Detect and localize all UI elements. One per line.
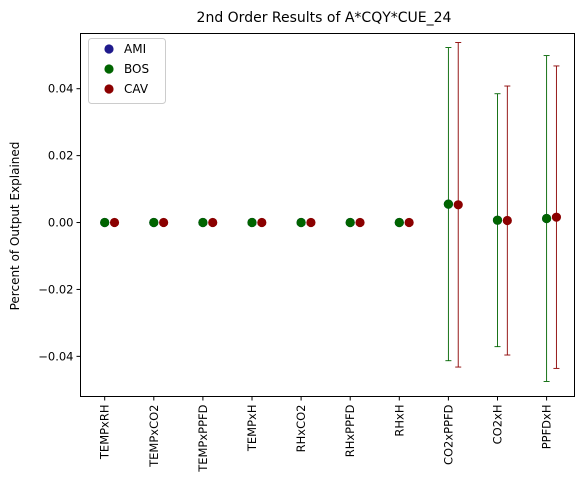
y-tick-label: 0.00 bbox=[48, 216, 74, 230]
x-tick-label: TEMPxPPFD bbox=[196, 404, 210, 472]
data-point-cav bbox=[208, 217, 218, 228]
x-tick-label: PPFDxH bbox=[540, 405, 554, 450]
data-point-cav bbox=[355, 217, 365, 228]
x-tick-label: RHxCO2 bbox=[294, 405, 308, 453]
data-point-bos bbox=[443, 199, 453, 209]
data-point-cav bbox=[306, 217, 316, 228]
y-axis-label: Percent of Output Explained bbox=[8, 142, 22, 311]
data-point-bos bbox=[198, 217, 208, 228]
x-tick-label: CO2xH bbox=[491, 405, 505, 445]
x-axis: TEMPxRH TEMPxCO2 TEMPxPPFD TEMPxH RHxCO2 RHxP… bbox=[98, 396, 554, 473]
plot-frame bbox=[80, 33, 575, 397]
data-point-cav bbox=[453, 200, 463, 210]
x-tick-label: TEMPxH bbox=[245, 405, 259, 453]
x-tick-label: CO2xPPFD bbox=[441, 404, 455, 465]
y-tick-label: −0.04 bbox=[38, 349, 73, 363]
data-point-cav bbox=[404, 217, 414, 228]
data-point-cav bbox=[257, 217, 267, 228]
y-axis: −0.04 −0.02 0.00 0.02 0.04 bbox=[38, 82, 81, 363]
data-point-bos bbox=[542, 213, 552, 224]
legend: AMI BOS CAV bbox=[88, 38, 166, 104]
chart-title: 2nd Order Results of A*CQY*CUE_24 bbox=[197, 10, 452, 26]
y-tick-label: −0.02 bbox=[38, 282, 73, 296]
legend-marker bbox=[104, 64, 114, 74]
legend-marker bbox=[104, 84, 114, 94]
data-point-cav bbox=[159, 217, 169, 228]
data-point-bos bbox=[149, 217, 159, 228]
legend-label: AMI bbox=[124, 42, 146, 56]
x-tick-label: RHxPPFD bbox=[343, 404, 357, 457]
data-point-cav bbox=[551, 212, 562, 222]
y-tick-label: 0.02 bbox=[48, 149, 74, 163]
data-point-bos bbox=[345, 217, 355, 228]
legend-label: BOS bbox=[124, 62, 149, 76]
legend-label: CAV bbox=[124, 82, 149, 96]
data-point-cav bbox=[109, 217, 120, 228]
data-point-bos bbox=[296, 217, 306, 228]
data-point-bos bbox=[247, 217, 257, 228]
x-tick-label: TEMPxCO2 bbox=[147, 405, 161, 468]
data-point-cav bbox=[502, 215, 512, 226]
error-bars bbox=[445, 42, 560, 382]
data-point-bos bbox=[100, 217, 110, 228]
data-point-bos bbox=[394, 217, 404, 228]
y-tick-label: 0.04 bbox=[48, 82, 74, 96]
x-tick-label: RHxH bbox=[392, 405, 406, 437]
legend-marker bbox=[104, 44, 114, 54]
data-point-bos bbox=[492, 215, 503, 225]
x-tick-label: TEMPxRH bbox=[98, 405, 112, 461]
data-points bbox=[100, 199, 562, 228]
